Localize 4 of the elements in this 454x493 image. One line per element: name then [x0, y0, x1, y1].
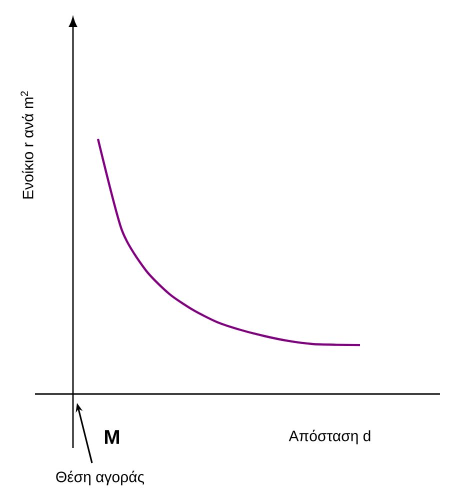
text: M [105, 430, 119, 444]
x-axis-title: Απόσταση d [288, 430, 370, 444]
y-axis-title: Ενοίκιο r ανά m$^{2}$ [20, 91, 34, 199]
text: Θέση αγοράς [56, 470, 144, 486]
